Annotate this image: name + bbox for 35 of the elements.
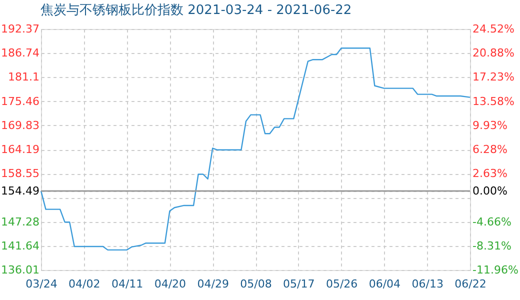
x-tick-label: 04/11 bbox=[111, 278, 144, 290]
y2-tick-label: 20.88% bbox=[472, 46, 514, 60]
y2-tick-label: -4.66% bbox=[472, 215, 512, 228]
y-tick-label: 175.46 bbox=[1, 94, 40, 108]
y2-tick-label: -11.96% bbox=[472, 264, 518, 276]
x-tick-label: 05/26 bbox=[326, 278, 358, 290]
x-tick-label: 05/17 bbox=[283, 278, 315, 290]
y-tick-label: 181.1 bbox=[8, 70, 40, 84]
y2-tick-label: 17.23% bbox=[472, 70, 514, 84]
y-tick-label: 136.01 bbox=[1, 264, 40, 276]
y2-tick-label: 2.63% bbox=[472, 167, 508, 180]
x-tick-label: 05/08 bbox=[240, 278, 272, 290]
y-tick-label: 154.49 bbox=[1, 184, 40, 198]
x-tick-label: 04/29 bbox=[197, 278, 229, 290]
x-tick-label: 04/20 bbox=[154, 278, 186, 290]
y-tick-label: 192.37 bbox=[1, 22, 40, 36]
chart-title: 焦炭与不锈钢板比价指数 2021-03-24 - 2021-06-22 bbox=[40, 3, 352, 18]
y-tick-label: 147.28 bbox=[1, 215, 40, 228]
x-tick-label: 06/22 bbox=[454, 278, 486, 290]
y2-tick-label: 0.00% bbox=[472, 184, 508, 198]
x-tick-label: 06/13 bbox=[412, 278, 444, 290]
y-tick-label: 141.64 bbox=[1, 239, 40, 252]
y2-tick-label: 24.52% bbox=[472, 22, 514, 36]
x-tick-label: 04/02 bbox=[68, 278, 100, 290]
x-tick-label: 03/24 bbox=[26, 278, 58, 290]
line-series bbox=[40, 48, 471, 251]
x-tick-label: 06/04 bbox=[368, 278, 401, 290]
y-tick-label: 158.55 bbox=[1, 167, 40, 180]
y2-tick-label: 6.28% bbox=[472, 143, 508, 156]
y-tick-label: 186.74 bbox=[1, 46, 40, 60]
y2-tick-label: 9.93% bbox=[472, 118, 508, 132]
y2-tick-label: 13.58% bbox=[472, 94, 514, 108]
y-tick-label: 164.19 bbox=[1, 143, 40, 156]
y2-tick-label: -8.31% bbox=[472, 239, 512, 252]
y-tick-label: 169.83 bbox=[1, 118, 40, 132]
